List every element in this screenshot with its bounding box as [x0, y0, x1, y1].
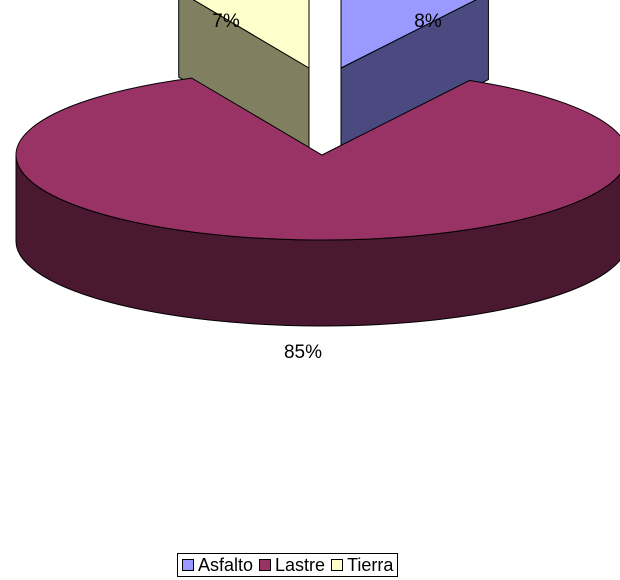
legend-item-tierra: Tierra [331, 555, 393, 575]
pie-tops [15, 0, 620, 241]
legend: Asfalto Lastre Tierra [177, 553, 399, 577]
legend-label-tierra: Tierra [347, 555, 394, 575]
data-label-lastre: 85% [284, 342, 322, 363]
legend-label-lastre: Lastre [275, 555, 326, 575]
legend-label-asfalto: Asfalto [198, 555, 254, 575]
legend-swatch-tierra [331, 559, 344, 571]
legend-item-lastre: Lastre [259, 555, 325, 575]
legend-swatch-asfalto [182, 559, 194, 571]
legend-item-asfalto: Asfalto [182, 555, 253, 575]
slice-lastre [15, 77, 620, 241]
slice-tierra [192, 0, 310, 69]
slice-asfalto [340, 0, 477, 69]
legend-swatch-lastre [259, 559, 272, 571]
data-label-tierra: 7% [212, 11, 240, 32]
data-label-asfalto: 8% [414, 11, 442, 32]
data-labels: 8% 85% 7% [212, 11, 442, 363]
